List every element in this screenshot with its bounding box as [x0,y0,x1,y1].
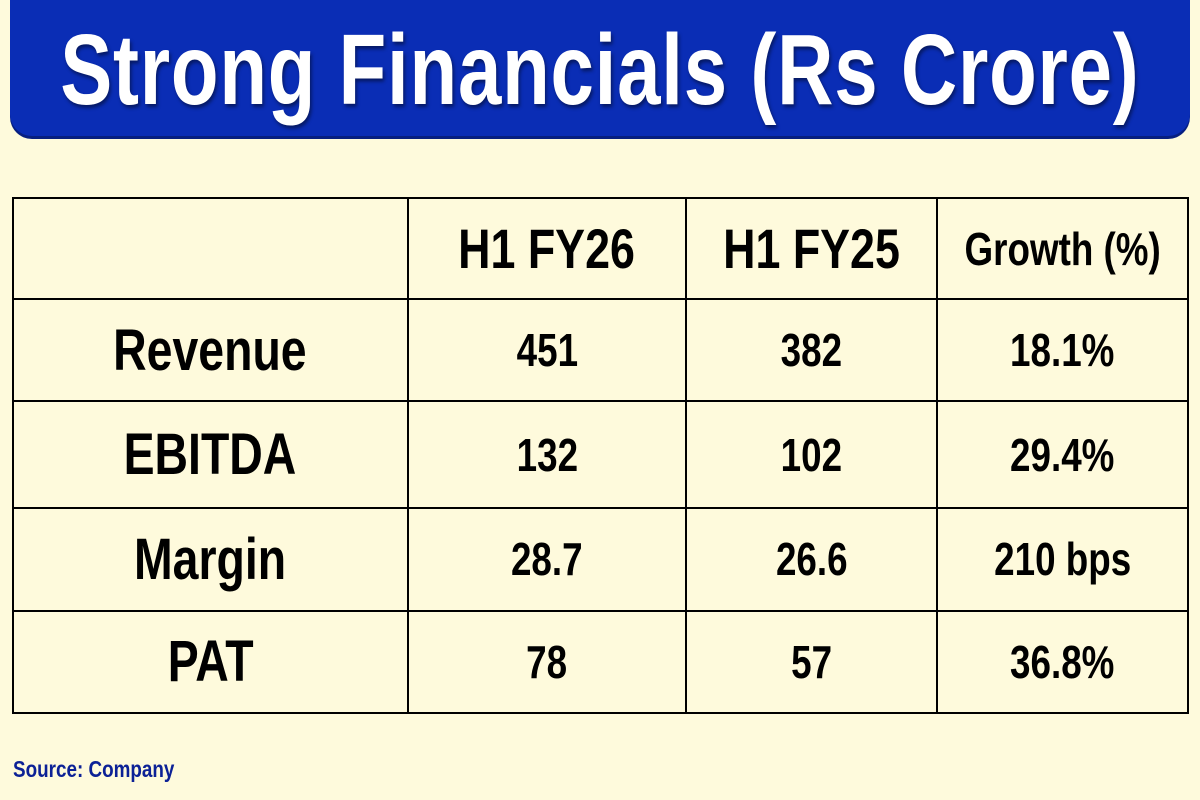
source-note: Source: Company [13,756,175,782]
table-cell: 28.7 [406,507,688,612]
table-row: PAT 78 57 36.8% [12,609,1189,715]
row-label: PAT [12,609,409,715]
table-cell: 29.4% [936,400,1189,510]
header-row: H1 FY26 H1 FY25 Growth (%) [12,197,1189,300]
table-cell: 132 [406,400,688,510]
table-cell: 26.6 [685,507,939,612]
row-label: Margin [12,507,409,612]
table-row: Revenue 451 382 18.1% [12,297,1189,403]
header-cell: H1 FY26 [406,197,688,300]
table-cell: 451 [406,297,688,403]
page-title: Strong Financials (Rs Crore) [60,13,1140,126]
table-row: EBITDA 132 102 29.4% [12,400,1189,510]
table-cell: 78 [406,609,688,715]
title-banner: Strong Financials (Rs Crore) [10,0,1190,136]
header-cell: Growth (%) [936,197,1189,300]
table-cell: 382 [685,297,939,403]
header-cell: H1 FY25 [685,197,939,300]
table-cell: 57 [685,609,939,715]
table-cell: 36.8% [936,609,1189,715]
row-label: Revenue [12,297,409,403]
table-cell: 18.1% [936,297,1189,403]
financials-table: H1 FY26 H1 FY25 Growth (%) Revenue 451 3… [12,197,1189,715]
header-cell-empty [12,197,409,300]
table-cell: 210 bps [936,507,1189,612]
row-label: EBITDA [12,400,409,510]
table-cell: 102 [685,400,939,510]
table-row: Margin 28.7 26.6 210 bps [12,507,1189,612]
